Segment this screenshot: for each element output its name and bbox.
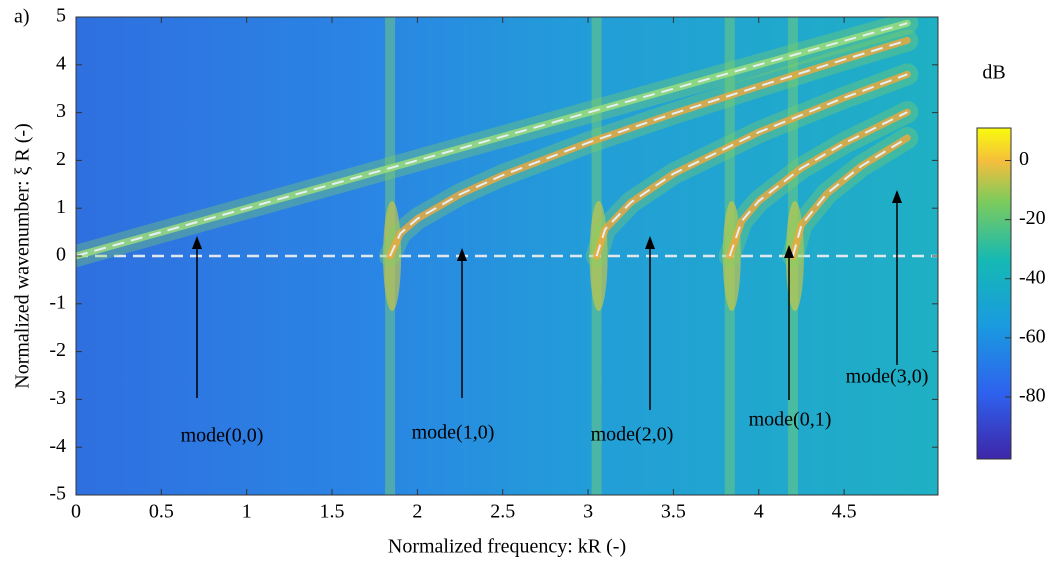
colorbar-tick-label: -80: [1019, 385, 1046, 407]
y-tick-label: 5: [56, 5, 66, 27]
annotation-arrowhead: [192, 236, 202, 249]
annotation-label: mode(2,0): [591, 424, 674, 446]
panel-label: a): [14, 6, 30, 28]
mode-curve: [791, 137, 908, 257]
x-tick-label: 4: [754, 501, 764, 523]
y-tick-label: 1: [56, 196, 66, 218]
annotation-arrowhead: [457, 248, 467, 261]
x-axis-label: Normalized frequency: kR (-): [388, 536, 626, 558]
y-tick-label: -5: [49, 483, 66, 505]
y-tick-label: -4: [49, 435, 66, 457]
y-tick-label: 4: [56, 52, 66, 74]
colorbar-tick-label: -40: [1019, 266, 1046, 288]
annotation-arrowhead: [784, 245, 794, 258]
y-tick-label: 3: [56, 100, 66, 122]
colorbar-tick-label: -60: [1019, 325, 1046, 347]
annotation-label: mode(0,1): [749, 409, 832, 431]
x-tick-label: 2.5: [490, 501, 515, 523]
x-tick-label: 0: [71, 501, 81, 523]
colorbar-tick-label: 0: [1019, 148, 1029, 170]
annotation-arrowhead: [645, 236, 655, 249]
colorbar-tick-label: -20: [1019, 207, 1046, 229]
y-axis-label: Normalized wavenumber: ξ R (-): [12, 123, 34, 389]
x-tick-label: 4.5: [832, 501, 857, 523]
y-tick-label: 2: [56, 148, 66, 170]
y-tick-label: -2: [49, 339, 66, 361]
colorbar-label: dB: [982, 62, 1005, 84]
plot-area: [76, 17, 938, 495]
annotation-label: mode(1,0): [412, 422, 495, 444]
x-tick-label: 0.5: [149, 501, 174, 523]
mode-curve: [728, 111, 908, 257]
colorbar: [976, 127, 1012, 460]
mode-curve: [389, 39, 908, 257]
y-tick-label: 0: [56, 244, 66, 266]
x-tick-label: 2: [412, 501, 422, 523]
x-tick-label: 3: [583, 501, 593, 523]
y-tick-label: -1: [49, 291, 66, 313]
x-tick-label: 1.5: [320, 501, 345, 523]
annotation-label: mode(3,0): [846, 366, 929, 388]
y-tick-label: -3: [49, 387, 66, 409]
mode-curve: [76, 22, 908, 257]
x-tick-label: 1: [242, 501, 252, 523]
mode-curve: [595, 73, 908, 257]
annotation-arrowhead: [892, 190, 902, 203]
x-tick-label: 3.5: [661, 501, 686, 523]
annotation-label: mode(0,0): [181, 425, 264, 447]
